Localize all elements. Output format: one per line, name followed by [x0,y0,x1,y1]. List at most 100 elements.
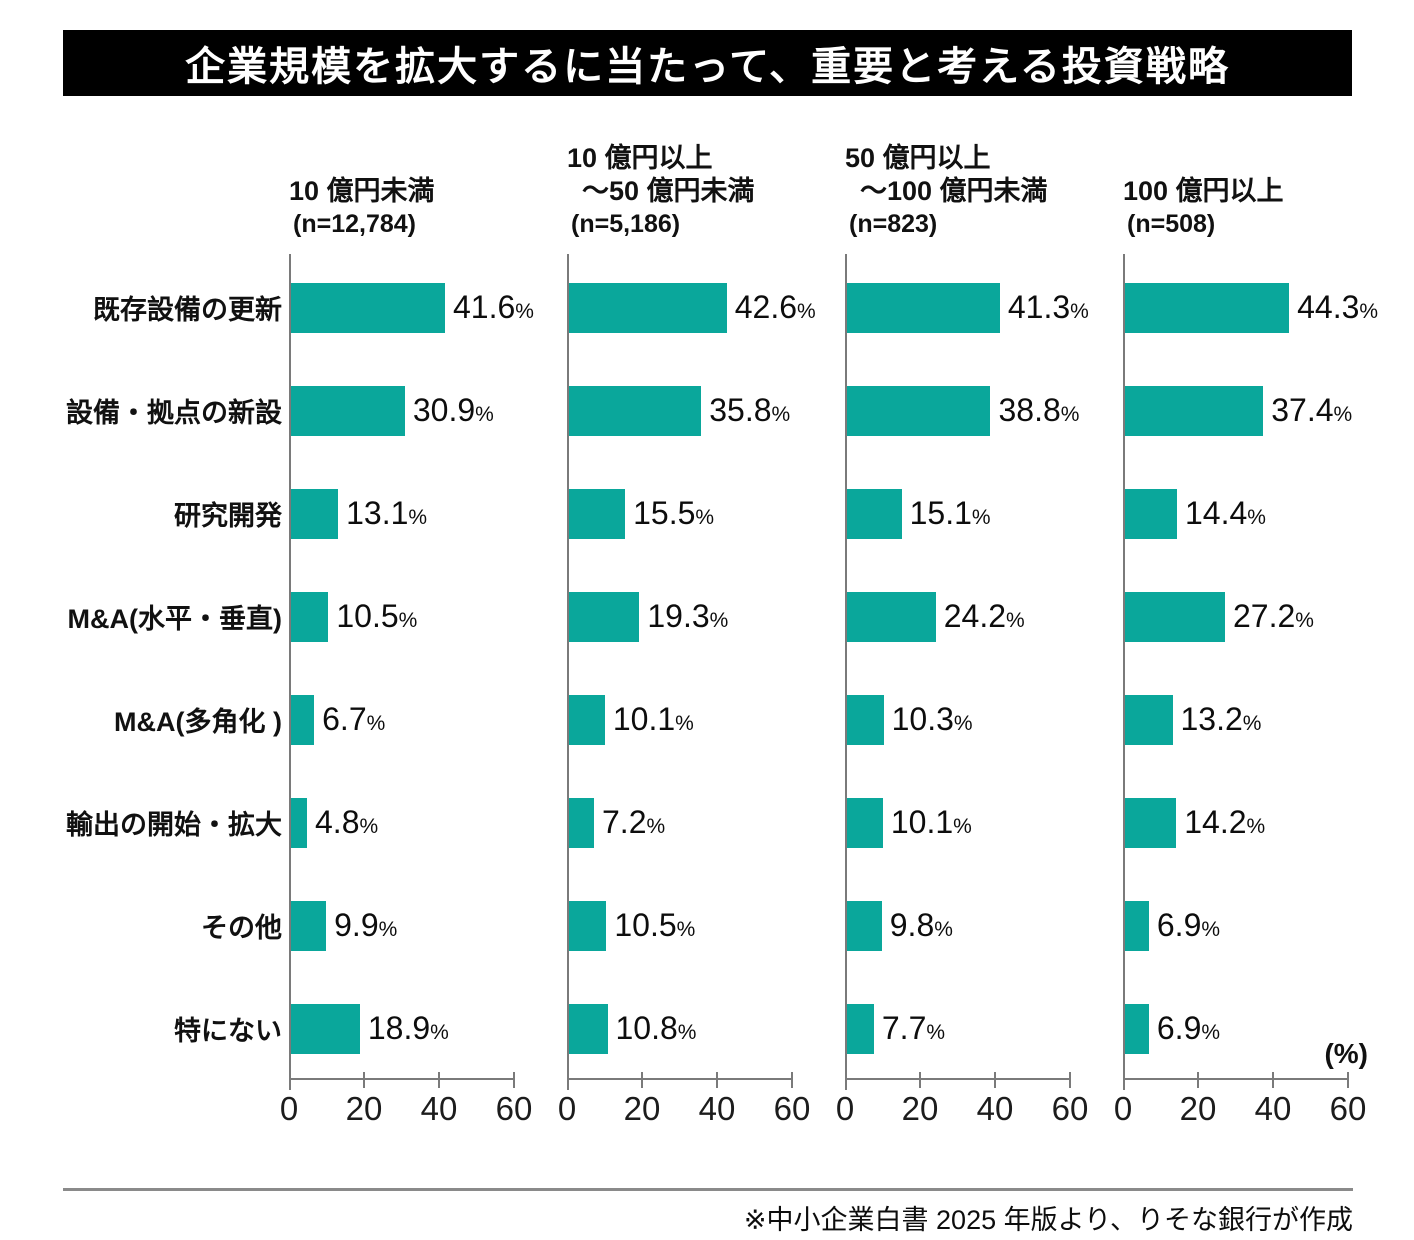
bar-value-number: 10.5 [614,907,677,943]
x-axis-tick-label: 0 [1113,1090,1133,1127]
bar [289,694,315,745]
bar-row: 15.1% [845,462,1070,565]
bar-value-label: 14.4% [1185,495,1266,532]
bar-value-number: 35.8 [709,392,772,428]
x-axis-tick-label: 60 [773,1090,811,1127]
bar-value-label: 30.9% [413,392,494,429]
bar-value-label: 7.2% [602,804,665,841]
category-label-row: 設備・拠点の新設 [63,359,289,462]
percent-sign: % [366,712,386,735]
bar-value-label: 6.9% [1157,1010,1220,1047]
bar-row: 15.5% [567,462,792,565]
bar [1123,591,1225,642]
category-label: 設備・拠点の新設 [66,398,282,428]
bar [289,591,329,642]
bar [289,385,405,436]
bar-row: 13.2% [1123,668,1348,771]
percent-sign: % [359,815,379,838]
bar-value-number: 9.9 [334,907,379,943]
panel-header: 50 億円以上 ～100 億円未満 (n=823) [845,132,1070,256]
x-axis-line [845,1078,1070,1080]
bar [567,488,626,539]
bar-value-label: 10.8% [616,1010,697,1047]
percent-sign: % [1247,506,1266,529]
bar [567,797,594,848]
bar-row: 38.8% [845,359,1079,462]
bar-value-number: 24.2 [943,598,1007,634]
bar [289,900,327,951]
bar-row: 44.3% [1123,256,1378,359]
bar-row: 35.8% [567,359,792,462]
chart-title: 企業規模を拡大するに当たって、重要と考える投資戦略 [185,45,1230,89]
bar-row: 14.4% [1123,462,1348,565]
panel-header: 10 億円以上 ～50 億円未満 (n=5,186) [567,132,792,256]
percent-sign: % [934,918,953,941]
x-axis-tick [1271,1072,1274,1088]
x-axis-line [567,1078,792,1080]
bar-value-number: 14.4 [1185,495,1248,531]
category-label-row: 特にない [63,977,289,1080]
bar-value-label: 10.3% [892,701,973,738]
bar-row: 9.9% [289,874,514,977]
percent-sign: % [1359,300,1379,323]
bar [845,385,991,436]
y-axis-line [1123,254,1125,1090]
y-axis-line [845,254,847,1090]
bar-value-number: 38.8 [998,392,1061,428]
y-axis-line [567,254,569,1090]
percent-sign: % [1242,712,1262,735]
category-label: その他 [201,913,282,943]
bar-value-number: 27.2 [1233,598,1296,634]
panel-header-line: ～50 億円未満 [582,176,755,206]
bar-value-number: 13.1 [346,495,409,531]
bar [845,694,884,745]
bar-row: 6.9% [1123,977,1348,1080]
percent-sign: % [771,403,791,426]
bar-value-number: 10.8 [615,1010,678,1046]
x-axis-tick-label: 0 [557,1090,577,1127]
bar [1123,900,1149,951]
category-label: M&A(水平・垂直) [67,604,282,634]
bar-value-number: 10.5 [336,598,399,634]
bar-row: 42.6% [567,256,816,359]
x-axis-tick-label: 40 [698,1090,736,1127]
panel-header-line: 100 億円以上 [1123,176,1284,206]
category-label-row: M&A(多角化 ) [63,668,289,771]
bar-row: 9.8% [845,874,1070,977]
chart-panel: 10 億円以上 ～50 億円未満 (n=5,186) 42.6% 35.8% 15.5% 1… [558,132,816,1132]
category-label: 特にない [174,1016,282,1046]
bar-value-label: 9.9% [334,907,397,944]
bar-value-number: 41.6 [453,289,516,325]
category-label: M&A(多角化 ) [114,707,282,737]
bar [845,591,936,642]
bar-value-number: 4.8 [315,804,360,840]
percent-sign: % [1333,403,1353,426]
x-axis-tick-labels: 0 20 40 60 [1114,1080,1367,1132]
bar-row: 30.9% [289,359,514,462]
chart-panel: 50 億円以上 ～100 億円未満 (n=823) 41.3% 38.8% 15.1% 24… [836,132,1089,1132]
category-label-row: その他 [63,874,289,977]
percent-sign: % [1060,403,1080,426]
bar-value-number: 10.1 [890,804,954,840]
percent-sign: % [398,609,418,632]
bar-row: 37.4% [1123,359,1352,462]
panel-header-line: 10 億円未満 [289,176,435,206]
panel-sample-size: (n=508) [1127,210,1216,238]
x-axis-tick [362,1072,365,1088]
x-axis-tick-label: 20 [1179,1090,1217,1127]
category-label-row: M&A(水平・垂直) [63,565,289,668]
bar [845,282,1000,333]
bar [289,797,307,848]
bar-row: 10.5% [289,565,514,668]
chart-area: 既存設備の更新 設備・拠点の新設 研究開発 M&A(水平・垂直) M&A(多角化 ) 輸出… [63,132,1378,1132]
x-axis-tick-label: 40 [420,1090,458,1127]
percent-sign: % [926,1021,946,1044]
panel-header: 10 億円未満 (n=12,784) [289,132,514,256]
bar-row: 24.2% [845,565,1070,668]
bar-value-number: 19.3 [647,598,710,634]
panel-plot: 42.6% 35.8% 15.5% 19.3% 10.1% 7.2% 10.5% 10.8% [567,254,816,1090]
bar [567,385,702,436]
panel-header-line: 10 億円以上 [567,143,713,173]
bar-value-number: 6.9 [1156,1010,1202,1046]
bar-value-label: 14.2% [1184,804,1265,841]
